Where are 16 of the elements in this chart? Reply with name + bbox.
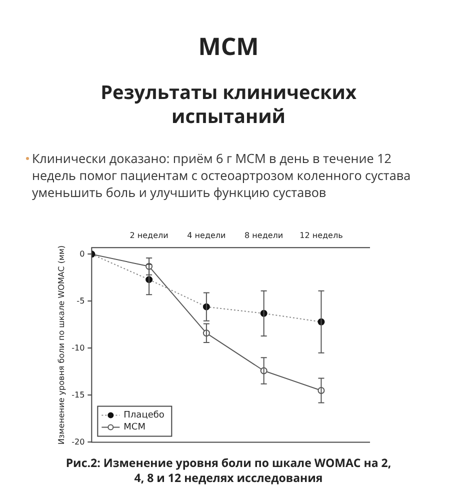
y-axis-title: Изменение уровня боли по шкале WOMAC (мм) (56, 245, 66, 444)
x-tick-label: 12 недель (300, 230, 344, 240)
y-tick-label: -10 (72, 343, 85, 352)
y-tick-label: -5 (76, 296, 85, 306)
chart-title: МСМ (197, 30, 260, 63)
chart-subtitle: Результаты клинических испытаний (100, 79, 358, 129)
legend-label: МСМ (124, 422, 146, 433)
y-tick-label: 0 (80, 249, 85, 258)
x-tick-label: 8 недели (244, 230, 284, 240)
legend-label: Плацебо (124, 410, 165, 421)
x-tick-label: 4 недели (187, 230, 226, 240)
y-tick-label: -20 (72, 437, 85, 446)
text: Рис.2: Изменение уровня боли по шкале WOMAC на 2, 4, 8 и 12 неделях исследования (64, 456, 392, 486)
x-tick-label: 2 недели (130, 230, 168, 240)
y-tick-label: -15 (72, 390, 85, 400)
text: Клинически доказано: приём 6 г МСМ в день в течение 12 недель помог пациентам с остеоартрозом коленного сустава уменьшить боль и улучшить функцию суставов (32, 150, 412, 201)
